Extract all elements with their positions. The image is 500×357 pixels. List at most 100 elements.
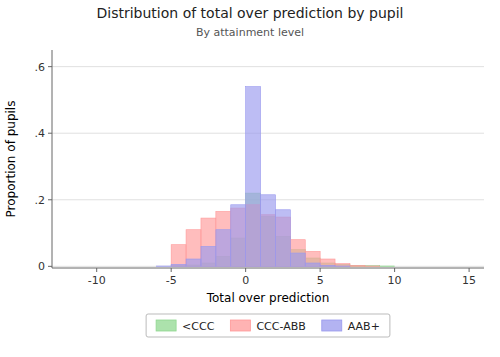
histogram-bar <box>112 266 127 267</box>
y-tick-label: .6 <box>35 61 46 74</box>
histogram-bar <box>439 266 454 267</box>
histogram-bar <box>320 259 335 266</box>
histogram-bar <box>365 266 380 267</box>
histogram-bar <box>156 266 171 267</box>
histogram-bar <box>97 266 112 267</box>
histogram-bar <box>52 266 67 267</box>
histogram-bar <box>395 266 410 267</box>
histogram-bar <box>67 266 82 267</box>
histogram-bar <box>156 266 171 267</box>
x-tick <box>320 268 321 272</box>
series-bars <box>171 205 380 267</box>
legend-frame <box>146 314 390 337</box>
histogram-bar <box>424 266 439 267</box>
histogram-bar <box>305 263 320 266</box>
bars <box>156 87 394 267</box>
histogram-bar <box>186 230 201 267</box>
x-axis-label: Total over prediction <box>206 291 330 305</box>
grid-line <box>52 66 484 67</box>
subtitle: By attainment level <box>196 26 304 39</box>
histogram-bar <box>67 266 82 267</box>
histogram-bar <box>52 266 67 267</box>
legend-swatch <box>156 320 176 331</box>
legend: <CCC CCC-ABB AAB+ <box>146 314 390 337</box>
histogram-bar <box>216 230 231 267</box>
histogram-bar <box>141 266 156 267</box>
y-axis-label: Proportion of pupils <box>4 101 18 218</box>
histogram-bar <box>439 266 454 267</box>
histogram-bar <box>126 266 141 267</box>
histogram-bar <box>320 265 335 267</box>
histogram-bar <box>410 266 425 267</box>
histogram-bar <box>126 266 141 267</box>
histogram-bar <box>335 266 350 267</box>
x-tick-label: -5 <box>166 274 177 287</box>
histogram-bar <box>290 240 305 267</box>
histogram-bar <box>410 266 425 267</box>
histogram-bar <box>112 266 127 267</box>
histogram-bar <box>126 266 141 267</box>
series-bars <box>156 87 350 267</box>
histogram-bar <box>82 266 97 267</box>
histogram-bar <box>395 266 410 267</box>
histogram-bar <box>305 251 320 266</box>
x-tick <box>96 268 97 272</box>
histogram-bar <box>186 259 201 266</box>
x-tick <box>469 268 470 272</box>
legend-swatch <box>322 320 342 331</box>
legend-label: AAB+ <box>348 320 380 333</box>
chart: Distribution of total over prediction by… <box>0 0 500 357</box>
histogram-bar <box>365 266 380 267</box>
x-tick-label: 10 <box>388 274 402 287</box>
histogram-bar <box>335 264 350 267</box>
histogram-bar <box>395 266 410 267</box>
grid <box>52 67 484 267</box>
histogram-bar <box>201 218 216 266</box>
histogram-bar <box>201 246 216 266</box>
x-tick <box>245 268 246 272</box>
x-axis-line <box>52 268 484 269</box>
histogram-bar <box>454 266 469 267</box>
histogram-bar <box>246 87 261 267</box>
histogram-bar <box>231 205 246 267</box>
series-bars <box>171 193 394 266</box>
histogram-bar <box>380 266 395 267</box>
histogram-bar <box>97 266 112 267</box>
histogram-bar <box>350 265 365 267</box>
histogram-bar <box>424 266 439 267</box>
histogram-bar <box>424 266 439 267</box>
x-tick-label: 15 <box>462 274 476 287</box>
y-tick-label: 0 <box>38 260 45 273</box>
histogram-bar <box>67 266 82 267</box>
histogram-bar <box>275 210 290 267</box>
legend-swatch <box>230 320 250 331</box>
histogram-bar <box>454 266 469 267</box>
legend-label: CCC-ABB <box>256 320 305 333</box>
y-axis-line <box>52 50 53 268</box>
x-tick-label: -10 <box>88 274 106 287</box>
histogram-bar <box>365 265 380 267</box>
histogram-bar <box>380 266 395 267</box>
histogram-bar <box>171 245 186 267</box>
y-tick-label: .2 <box>35 194 46 207</box>
title: Distribution of total over prediction by… <box>97 5 404 21</box>
histogram-bar <box>141 266 156 267</box>
histogram-bar <box>216 211 231 266</box>
y-tick-label: .4 <box>35 127 46 140</box>
histogram-bar <box>439 266 454 267</box>
histogram-bar <box>350 265 365 267</box>
histogram-bar <box>380 266 395 267</box>
histogram-bar <box>335 265 350 267</box>
legend-label: <CCC <box>182 320 215 333</box>
histogram-bar <box>82 266 97 267</box>
y-tick <box>48 66 52 67</box>
grid-line <box>52 133 484 134</box>
histogram-bar <box>112 266 127 267</box>
x-tick <box>171 268 172 272</box>
histogram-bar <box>454 266 469 267</box>
y-tick <box>48 199 52 200</box>
histogram-bar <box>97 266 112 267</box>
y-tick <box>48 133 52 134</box>
x-tick <box>394 268 395 272</box>
x-tick-label: 0 <box>242 274 249 287</box>
